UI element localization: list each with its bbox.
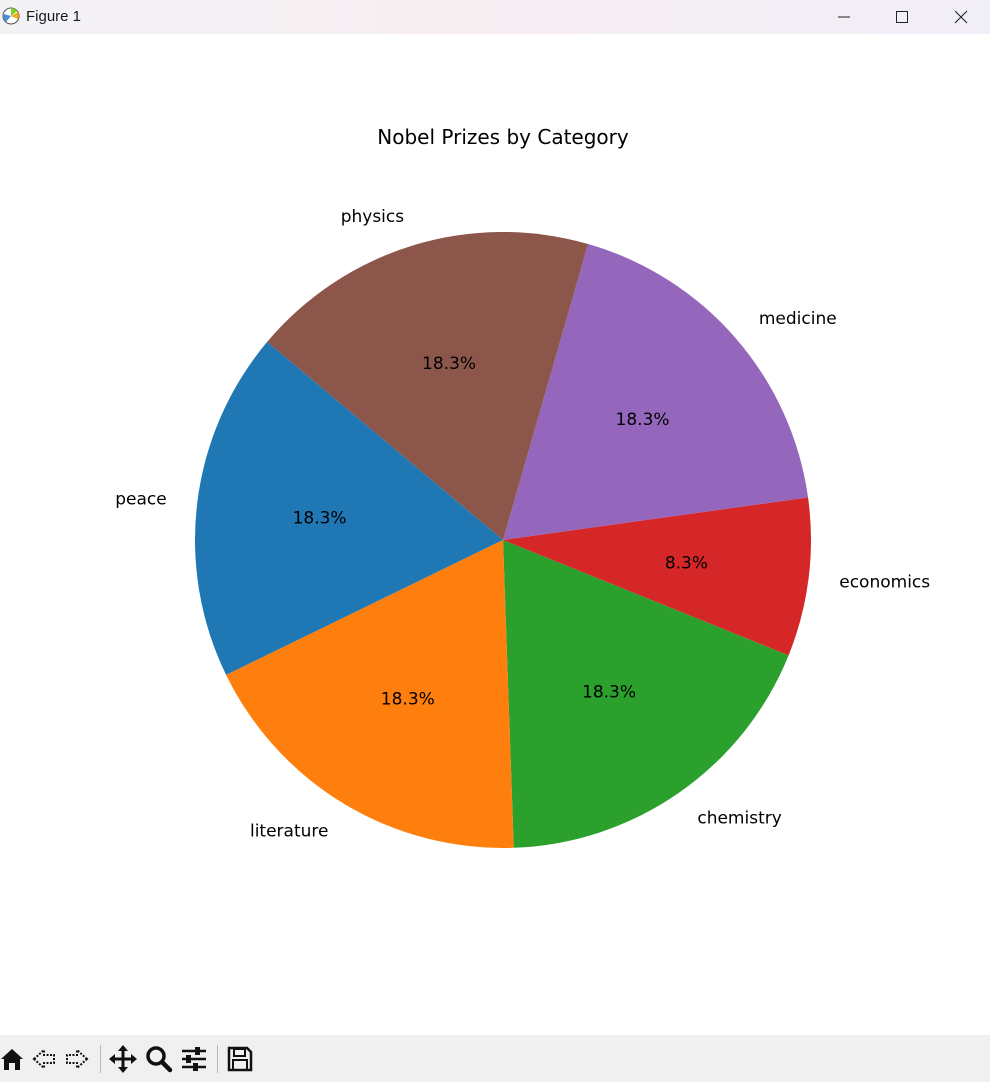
pie-slice-chemistry [503,540,789,848]
back-icon [32,1047,55,1071]
pie-category-label-chemistry: chemistry [697,809,781,829]
pie-slices [195,231,811,848]
configure-subplots-icon [182,1047,206,1071]
zoom-button[interactable] [143,1043,175,1075]
configure-subplots-button[interactable] [178,1043,210,1075]
minimize-icon [838,16,850,18]
pie-percentage-label: 18.3% [582,682,636,702]
pie-percentage-label: 18.3% [381,689,435,709]
pie-slice-literature [226,540,514,848]
pie-category-label-peace: peace [115,490,166,510]
chart-title: Nobel Prizes by Category [377,125,629,149]
figure-canvas: Nobel Prizes by Category 18.3% chemistry 8… [0,34,990,1035]
pie-percentage-label: 18.3% [616,410,670,430]
save-button[interactable] [224,1043,256,1075]
pie-slice-medicine [503,243,809,540]
pie-chart: Nobel Prizes by Category 18.3% chemistry 8… [115,125,930,848]
home-button[interactable] [0,1043,28,1075]
close-icon [954,10,968,24]
matplotlib-app-icon [2,7,20,25]
close-button[interactable] [932,0,990,34]
pie-slice-peace [195,341,504,675]
window-title: Figure 1 [26,8,82,25]
back-button[interactable] [28,1043,60,1075]
pie-labels: 18.3% chemistry 8.3% economics 18.3% medicine… [115,207,930,841]
pie-category-label-physics: physics [341,207,405,227]
pie-slice-economics [503,497,811,656]
pie-percentage-label: 18.3% [293,508,347,528]
pie-slice-physics [267,231,589,540]
zoom-icon [146,1046,173,1073]
home-icon [1,1049,23,1070]
pie-category-label-literature: literature [250,821,329,841]
forward-button[interactable] [61,1043,93,1075]
toolbar-separator [217,1045,218,1073]
forward-icon [66,1047,89,1071]
maximize-icon [896,11,908,23]
minimize-button[interactable] [815,0,873,34]
toolbar-separator [100,1045,101,1073]
maximize-button[interactable] [873,0,931,34]
pie-category-label-medicine: medicine [759,309,837,329]
save-icon [227,1046,253,1072]
pie-percentage-label: 8.3% [665,554,708,574]
window-titlebar: Figure 1 [0,0,990,34]
pie-category-label-economics: economics [839,572,930,592]
pie-percentage-label: 18.3% [422,354,476,374]
pan-icon [109,1045,137,1073]
pan-button[interactable] [107,1043,139,1075]
navigation-toolbar [0,1035,990,1082]
